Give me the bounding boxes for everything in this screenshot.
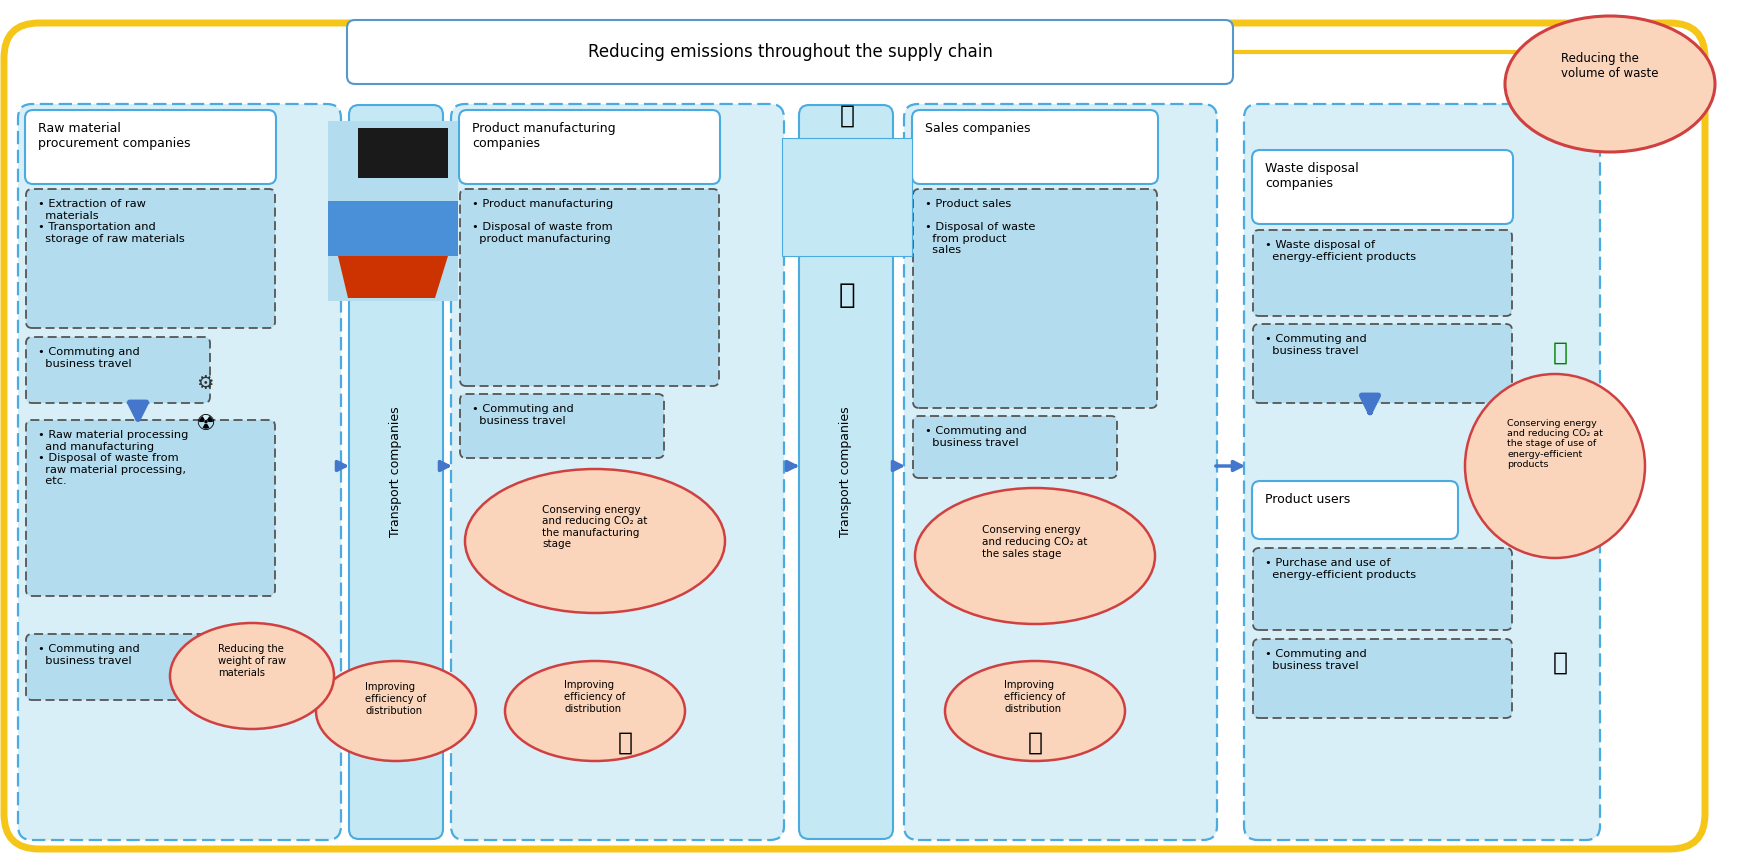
FancyBboxPatch shape: [25, 110, 275, 184]
Polygon shape: [328, 201, 459, 256]
Text: • Purchase and use of
  energy-efficient products: • Purchase and use of energy-efficient p…: [1265, 558, 1416, 579]
Text: ☢: ☢: [196, 414, 215, 434]
FancyBboxPatch shape: [1252, 150, 1514, 224]
Text: Waste disposal
companies: Waste disposal companies: [1265, 162, 1358, 190]
FancyBboxPatch shape: [1252, 548, 1512, 630]
Text: 🏢: 🏢: [1552, 651, 1568, 675]
Text: Reducing emissions throughout the supply chain: Reducing emissions throughout the supply…: [587, 43, 993, 61]
Text: Sales companies: Sales companies: [924, 122, 1030, 135]
Polygon shape: [358, 128, 448, 178]
Text: • Product sales

• Disposal of waste
  from product
  sales: • Product sales • Disposal of waste from…: [924, 199, 1035, 255]
Text: ⚙: ⚙: [196, 374, 213, 393]
FancyBboxPatch shape: [914, 416, 1117, 478]
FancyBboxPatch shape: [452, 104, 783, 840]
FancyBboxPatch shape: [328, 121, 459, 301]
FancyBboxPatch shape: [781, 138, 912, 256]
FancyBboxPatch shape: [26, 337, 210, 403]
Ellipse shape: [1464, 374, 1646, 558]
Text: • Raw material processing
  and manufacturing
• Disposal of waste from
  raw mat: • Raw material processing and manufactur…: [39, 430, 189, 487]
FancyBboxPatch shape: [914, 189, 1157, 408]
FancyBboxPatch shape: [460, 189, 720, 386]
Ellipse shape: [316, 661, 476, 761]
Text: Reducing the
weight of raw
materials: Reducing the weight of raw materials: [219, 644, 286, 677]
Text: 🚂: 🚂: [840, 104, 854, 128]
Text: Product manufacturing
companies: Product manufacturing companies: [473, 122, 616, 150]
FancyBboxPatch shape: [26, 189, 275, 328]
Text: Transport companies: Transport companies: [840, 407, 852, 537]
Text: • Commuting and
  business travel: • Commuting and business travel: [473, 404, 573, 425]
FancyBboxPatch shape: [459, 110, 720, 184]
Text: • Commuting and
  business travel: • Commuting and business travel: [1265, 649, 1367, 670]
FancyBboxPatch shape: [349, 105, 443, 839]
FancyBboxPatch shape: [26, 634, 210, 700]
Text: Transport companies: Transport companies: [390, 407, 402, 537]
FancyBboxPatch shape: [26, 420, 275, 596]
Text: Improving
efficiency of
distribution: Improving efficiency of distribution: [365, 682, 427, 715]
FancyBboxPatch shape: [1252, 481, 1459, 539]
Text: Reducing the
volume of waste: Reducing the volume of waste: [1561, 52, 1658, 80]
Polygon shape: [339, 256, 448, 298]
FancyBboxPatch shape: [4, 23, 1706, 849]
Text: Conserving energy
and reducing CO₂ at
the stage of use of
energy-efficient
produ: Conserving energy and reducing CO₂ at th…: [1506, 418, 1603, 469]
Text: • Commuting and
  business travel: • Commuting and business travel: [924, 426, 1027, 448]
Text: 🚚: 🚚: [838, 281, 856, 309]
Text: Conserving energy
and reducing CO₂ at
the sales stage: Conserving energy and reducing CO₂ at th…: [983, 526, 1088, 559]
Text: • Extraction of raw
  materials
• Transportation and
  storage of raw materials: • Extraction of raw materials • Transpor…: [39, 199, 185, 244]
Text: Product users: Product users: [1265, 493, 1349, 506]
Text: • Waste disposal of
  energy-efficient products: • Waste disposal of energy-efficient pro…: [1265, 240, 1416, 262]
Text: • Commuting and
  business travel: • Commuting and business travel: [39, 644, 139, 666]
Ellipse shape: [169, 623, 333, 729]
FancyBboxPatch shape: [799, 105, 893, 839]
Text: Conserving energy
and reducing CO₂ at
the manufacturing
stage: Conserving energy and reducing CO₂ at th…: [542, 505, 647, 549]
Ellipse shape: [505, 661, 684, 761]
Ellipse shape: [466, 469, 725, 613]
Text: • Commuting and
  business travel: • Commuting and business travel: [1265, 334, 1367, 356]
Text: 🚛: 🚛: [1552, 341, 1568, 365]
FancyBboxPatch shape: [460, 394, 663, 458]
FancyBboxPatch shape: [1244, 104, 1600, 840]
FancyBboxPatch shape: [912, 110, 1157, 184]
Ellipse shape: [916, 488, 1155, 624]
Ellipse shape: [1505, 16, 1715, 152]
Text: Raw material
procurement companies: Raw material procurement companies: [39, 122, 191, 150]
FancyBboxPatch shape: [1252, 324, 1512, 403]
Text: 🏭: 🏭: [617, 731, 633, 755]
FancyBboxPatch shape: [18, 104, 340, 840]
Text: 🏪: 🏪: [1027, 731, 1043, 755]
FancyBboxPatch shape: [903, 104, 1217, 840]
Text: Improving
efficiency of
distribution: Improving efficiency of distribution: [564, 681, 626, 714]
FancyBboxPatch shape: [1252, 230, 1512, 316]
FancyBboxPatch shape: [348, 20, 1233, 84]
Text: • Commuting and
  business travel: • Commuting and business travel: [39, 347, 139, 369]
Text: • Product manufacturing

• Disposal of waste from
  product manufacturing: • Product manufacturing • Disposal of wa…: [473, 199, 614, 244]
Text: Improving
efficiency of
distribution: Improving efficiency of distribution: [1004, 681, 1065, 714]
Ellipse shape: [946, 661, 1125, 761]
FancyBboxPatch shape: [1252, 639, 1512, 718]
